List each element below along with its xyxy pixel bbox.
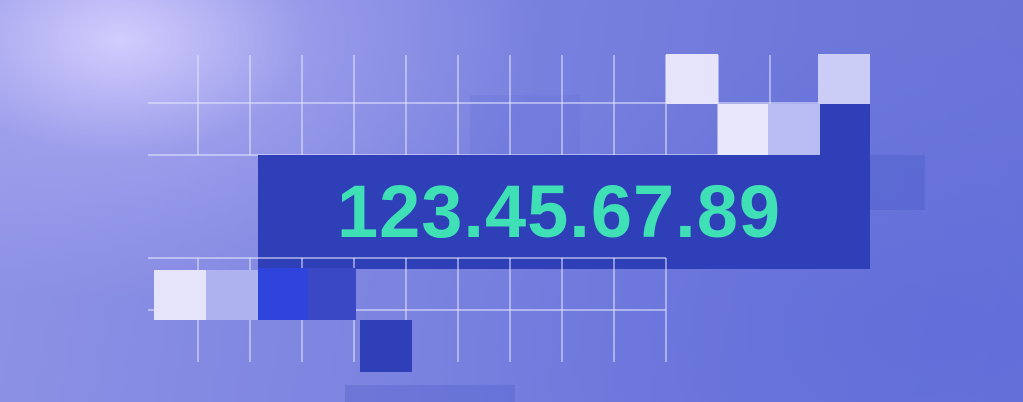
grid-tile bbox=[818, 54, 870, 104]
grid-tile bbox=[360, 320, 412, 372]
ip-address-text: 123.45.67.89 bbox=[336, 170, 782, 253]
grid-tile bbox=[820, 104, 870, 156]
grid-tile bbox=[154, 270, 206, 320]
background-block bbox=[345, 385, 515, 402]
grid-tile bbox=[666, 54, 718, 104]
background-block bbox=[870, 155, 925, 210]
ip-address-highlight: 123.45.67.89 bbox=[258, 155, 870, 269]
grid-tile bbox=[308, 268, 356, 320]
grid-tile bbox=[258, 268, 308, 320]
grid-tile bbox=[206, 270, 258, 320]
grid-tile bbox=[718, 104, 768, 156]
grid-tile bbox=[768, 104, 820, 156]
